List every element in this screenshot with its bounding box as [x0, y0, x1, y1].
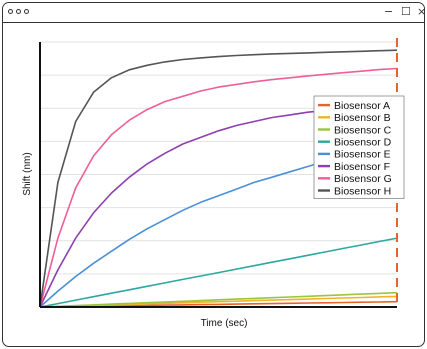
chart-grid [40, 41, 397, 275]
legend-entry: Biosensor C [334, 124, 392, 136]
window-dot-icon[interactable] [24, 9, 29, 14]
close-icon[interactable]: × [417, 5, 424, 19]
series-line-biosensor-g [39, 67, 398, 308]
legend-entry: Biosensor D [334, 137, 392, 149]
legend-entry: Biosensor E [334, 149, 391, 161]
legend-entry: Biosensor F [334, 161, 390, 173]
legend-entry: Biosensor A [334, 100, 390, 112]
legend-entry: Biosensor G [334, 173, 392, 185]
legend-entry: Biosensor H [334, 185, 391, 197]
title-bar: − ☐ × [3, 3, 424, 23]
chart-lines [39, 49, 398, 308]
x-axis-label: Time (sec) [201, 318, 248, 329]
series-line-biosensor-h [39, 49, 398, 308]
legend-box [313, 95, 405, 199]
legend-entry: Biosensor B [334, 112, 391, 124]
y-axis-label: Shift (nm) [22, 152, 33, 195]
window-dot-icon[interactable] [8, 9, 13, 14]
maximize-icon[interactable]: ☐ [401, 5, 411, 18]
window-dot-icon[interactable] [16, 9, 21, 14]
minimize-icon[interactable]: − [384, 5, 394, 18]
window-dots [8, 9, 29, 14]
series-line-biosensor-c [39, 291, 398, 308]
series-line-biosensor-d [39, 237, 398, 308]
